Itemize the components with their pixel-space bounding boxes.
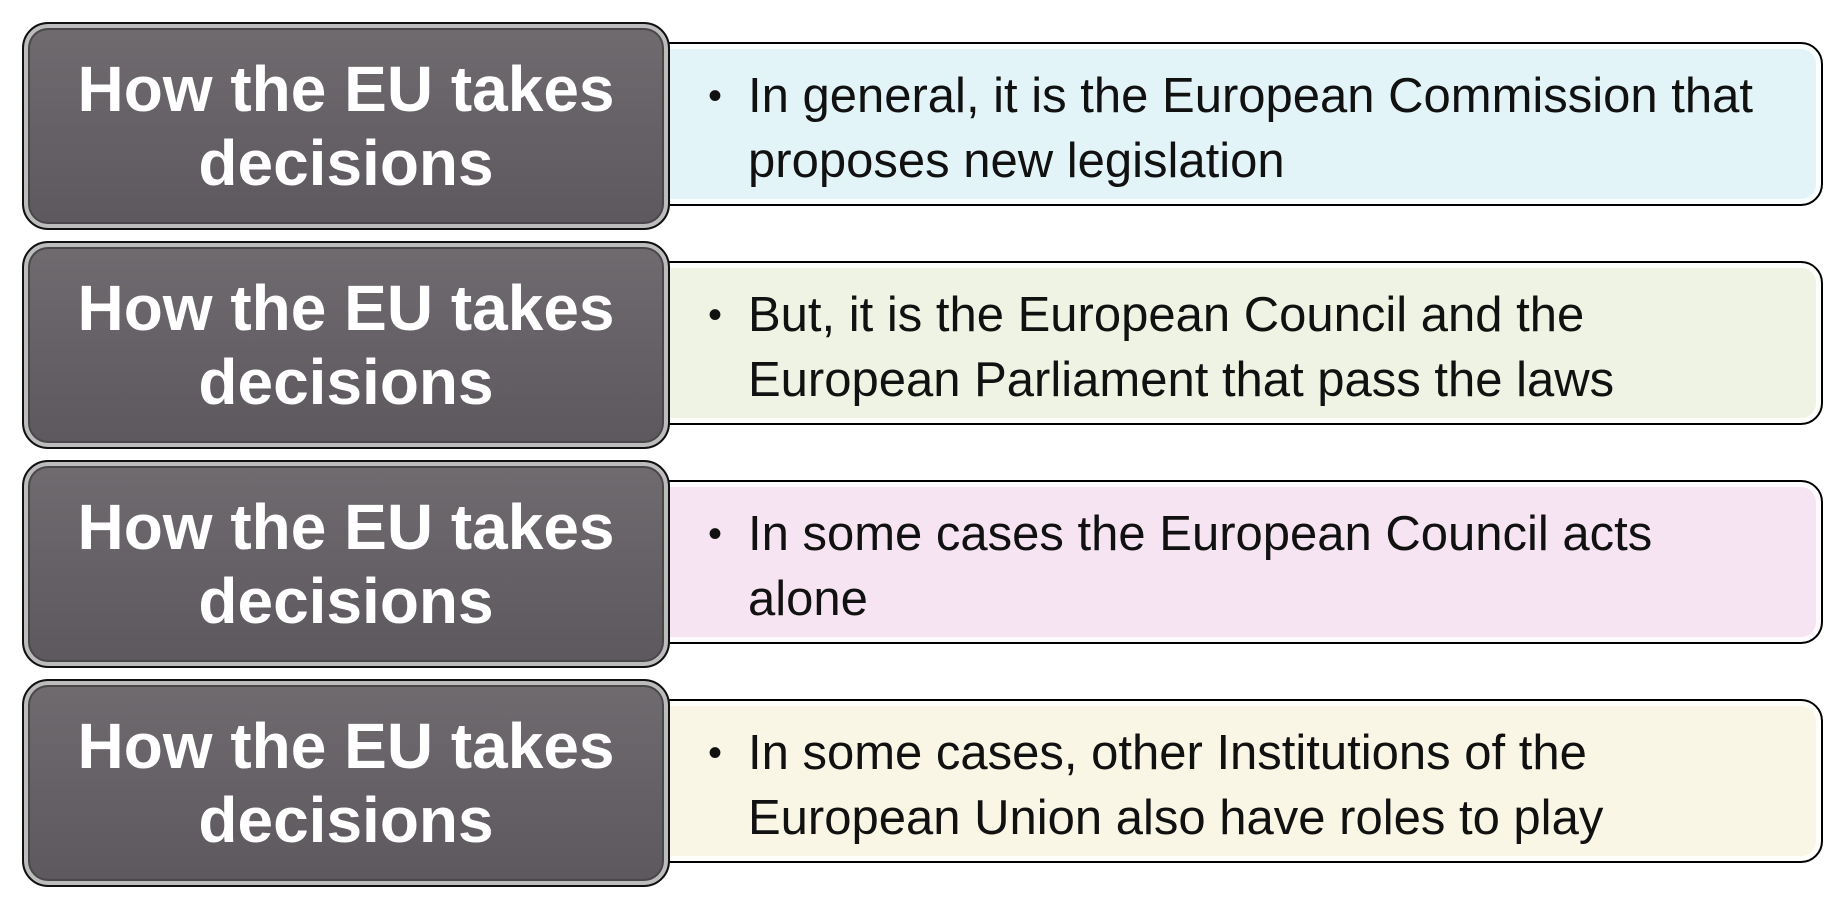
label-text: How the EU takes decisions xyxy=(77,710,615,856)
content-list: • In general, it is the European Commiss… xyxy=(708,64,1781,194)
content-box: • In some cases the European Council act… xyxy=(632,480,1823,644)
content-text: In general, it is the European Commissio… xyxy=(748,69,1754,188)
label-box: How the EU takes decisions xyxy=(22,22,670,230)
content-box: • In some cases, other Institutions of t… xyxy=(632,699,1823,863)
label-box: How the EU takes decisions xyxy=(22,679,670,887)
row-3: • In some cases the European Council act… xyxy=(22,460,1825,670)
content-item: • In some cases the European Council act… xyxy=(708,502,1781,632)
content-item: • But, it is the European Council and th… xyxy=(708,283,1781,413)
content-list: • But, it is the European Council and th… xyxy=(708,283,1781,413)
bullet-icon: • xyxy=(708,293,723,337)
content-item: • In some cases, other Institutions of t… xyxy=(708,721,1781,851)
content-text: But, it is the European Council and the … xyxy=(748,288,1615,407)
bullet-icon: • xyxy=(708,74,723,118)
bullet-icon: • xyxy=(708,731,723,775)
label-text: How the EU takes decisions xyxy=(77,53,615,199)
content-item: • In general, it is the European Commiss… xyxy=(708,64,1781,194)
label-text: How the EU takes decisions xyxy=(77,272,615,418)
content-text: In some cases, other Institutions of the… xyxy=(748,726,1604,845)
label-box: How the EU takes decisions xyxy=(22,460,670,668)
bullet-icon: • xyxy=(708,512,723,556)
label-box: How the EU takes decisions xyxy=(22,241,670,449)
content-list: • In some cases the European Council act… xyxy=(708,502,1781,632)
row-1: • In general, it is the European Commiss… xyxy=(22,22,1825,232)
content-box: • But, it is the European Council and th… xyxy=(632,261,1823,425)
row-2: • But, it is the European Council and th… xyxy=(22,241,1825,451)
content-list: • In some cases, other Institutions of t… xyxy=(708,721,1781,851)
content-text: In some cases the European Council acts … xyxy=(748,507,1653,626)
content-box: • In general, it is the European Commiss… xyxy=(632,42,1823,206)
row-4: • In some cases, other Institutions of t… xyxy=(22,679,1825,889)
label-text: How the EU takes decisions xyxy=(77,491,615,637)
